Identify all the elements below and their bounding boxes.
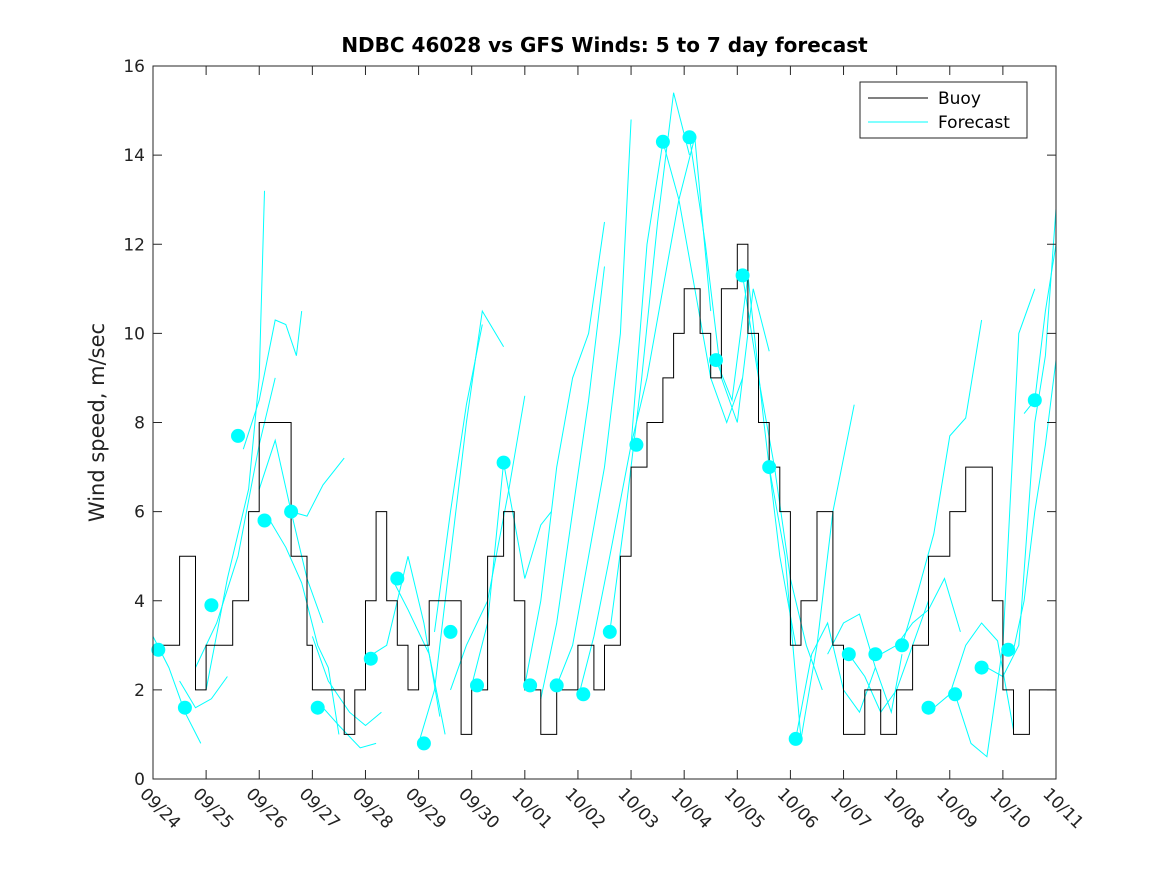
forecast-line-6 [269, 520, 340, 735]
y-tick-label: 12 [123, 235, 145, 255]
forecast-marker [549, 678, 564, 693]
series-layer [151, 92, 1057, 758]
forecast-line-16 [524, 221, 605, 686]
forecast-marker [151, 642, 166, 657]
forecast-marker [231, 428, 245, 443]
forecast-line-4 [242, 311, 303, 450]
forecast-marker [974, 660, 989, 675]
forecast-marker [735, 268, 750, 283]
forecast-line-18 [556, 119, 632, 686]
forecast-marker [390, 571, 405, 586]
y-tick-label: 10 [123, 324, 145, 344]
forecast-marker [1001, 642, 1016, 657]
forecast-marker [416, 736, 431, 751]
legend-buoy-label: Buoy [938, 89, 981, 109]
forecast-marker [629, 437, 644, 452]
forecast-line-30 [880, 577, 961, 655]
forecast-marker [602, 624, 617, 639]
chart-title: NDBC 46028 vs GFS Winds: 5 to 7 day fore… [341, 33, 868, 57]
forecast-line-11 [391, 578, 446, 735]
forecast-marker [762, 460, 777, 475]
y-tick-label: 6 [134, 503, 145, 523]
forecast-marker [841, 647, 856, 662]
forecast-marker [868, 647, 883, 662]
forecast-marker [921, 700, 936, 715]
forecast-marker [363, 651, 378, 666]
forecast-line-31 [901, 319, 983, 646]
forecast-marker [709, 353, 723, 368]
forecast-line-1 [179, 676, 228, 709]
forecast-marker [257, 513, 272, 528]
forecast-line-8 [311, 636, 382, 727]
forecast-line-3 [205, 190, 265, 690]
y-axis-label: Wind speed, m/sec [85, 323, 109, 522]
forecast-marker [655, 134, 670, 149]
forecast-line-27 [795, 621, 876, 739]
y-tick-label: 14 [123, 146, 145, 166]
forecast-line-33 [954, 288, 1036, 758]
forecast-marker [204, 598, 219, 613]
forecast-marker [948, 687, 963, 702]
y-tick-label: 0 [134, 770, 145, 790]
forecast-line-28 [827, 613, 903, 715]
forecast-line-35 [1013, 360, 1057, 650]
forecast-line-32 [933, 622, 1014, 731]
forecast-line-17 [540, 266, 605, 699]
forecast-marker [284, 504, 299, 519]
forecast-line-24 [715, 275, 797, 646]
forecast-line-25 [742, 275, 823, 691]
forecast-line-23 [689, 137, 770, 423]
forecast-marker [496, 455, 511, 470]
buoy-line [153, 243, 1056, 735]
y-tick-label: 8 [134, 414, 145, 434]
forecast-marker [895, 638, 909, 653]
axes-layer [152, 65, 1057, 780]
forecast-line-19 [577, 141, 664, 699]
forecast-marker [1027, 393, 1042, 408]
forecast-line-12 [418, 309, 505, 744]
forecast-line-9 [322, 707, 377, 749]
forecast-marker [788, 731, 803, 746]
forecast-line-36 [1023, 244, 1057, 414]
forecast-marker [576, 687, 591, 702]
forecast-line-34 [986, 208, 1057, 678]
y-tick-label: 16 [123, 57, 145, 77]
forecast-marker [523, 678, 538, 693]
legend-box [859, 81, 1028, 139]
legend: Buoy Forecast [859, 81, 1028, 139]
forecast-line-7 [290, 457, 345, 517]
forecast-marker [310, 700, 325, 715]
forecast-line-26 [768, 404, 855, 739]
forecast-line-21 [630, 137, 712, 445]
legend-forecast-label: Forecast [938, 113, 1010, 133]
forecast-marker [177, 700, 192, 715]
forecast-marker [443, 624, 458, 639]
forecast-line-20 [609, 92, 690, 632]
forecast-line-29 [848, 600, 929, 714]
y-tick-label: 4 [134, 592, 145, 612]
y-tick-label: 2 [134, 681, 145, 701]
forecast-marker [470, 678, 484, 693]
forecast-marker [682, 130, 697, 145]
forecast-line-13 [434, 324, 483, 632]
